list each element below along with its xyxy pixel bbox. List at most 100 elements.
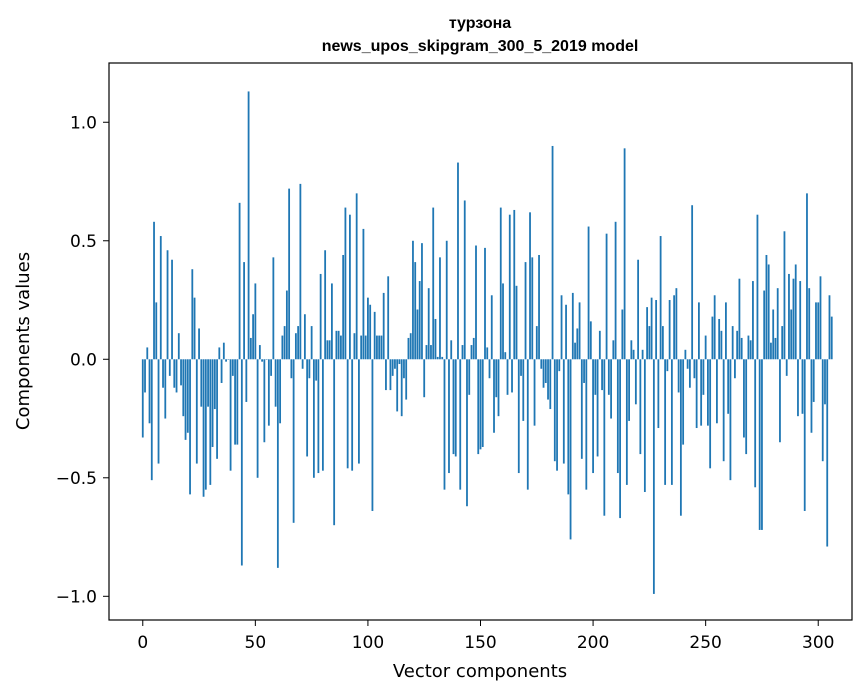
bar [389, 359, 392, 391]
bar [794, 264, 797, 360]
bar [815, 302, 817, 360]
bar [592, 359, 594, 474]
x-tick-label: 200 [577, 633, 609, 653]
bar [180, 359, 182, 386]
bar [315, 359, 318, 381]
bar [195, 359, 198, 464]
bar [328, 340, 331, 360]
bar [727, 359, 730, 414]
bar [679, 359, 682, 516]
bar [198, 328, 200, 360]
bar [515, 285, 518, 360]
plot-area-frame [108, 62, 853, 621]
bar [369, 304, 372, 360]
y-tick-label: −1.0 [56, 587, 97, 607]
bar [641, 349, 644, 360]
bar [387, 276, 390, 360]
bar [430, 345, 432, 360]
bar [785, 359, 788, 376]
bar [729, 359, 732, 481]
bar [675, 288, 678, 360]
bar [677, 359, 680, 393]
bar [342, 254, 345, 360]
bar [758, 359, 761, 530]
x-tick-label: 0 [137, 633, 148, 653]
bar [700, 359, 703, 426]
bar [806, 193, 808, 360]
bar [319, 273, 322, 360]
bar [553, 359, 556, 462]
bar [695, 359, 698, 429]
bar [542, 359, 545, 388]
bar [344, 207, 347, 360]
bar [569, 359, 572, 540]
bar [513, 209, 516, 360]
bar [792, 278, 795, 360]
bar [256, 359, 259, 478]
bar [303, 314, 306, 360]
bar [682, 359, 685, 445]
bar [666, 359, 669, 372]
bar [493, 359, 495, 433]
bar [391, 359, 394, 376]
bar [407, 337, 410, 360]
bar [240, 359, 243, 566]
bar [207, 359, 209, 407]
bar [488, 359, 491, 379]
bar [227, 359, 230, 360]
bar [603, 359, 606, 516]
bar [200, 359, 203, 407]
bar [571, 292, 574, 360]
bar [454, 359, 457, 457]
bar [324, 250, 327, 360]
bar [378, 335, 381, 360]
bar [380, 335, 383, 360]
bar [583, 359, 585, 383]
bar [220, 359, 223, 383]
bar [177, 333, 180, 360]
bar [817, 302, 820, 360]
x-tick-label: 100 [352, 633, 384, 653]
x-tick-label: 250 [689, 633, 721, 653]
bar [725, 302, 727, 360]
bar [752, 281, 754, 360]
bar [661, 326, 664, 360]
bar [686, 359, 689, 369]
bar [738, 278, 741, 360]
bar [486, 347, 489, 360]
bar [335, 330, 338, 360]
bar [632, 349, 635, 360]
bar [141, 359, 144, 438]
bar [466, 359, 468, 507]
bar [382, 292, 385, 360]
bar [403, 359, 405, 379]
bar [144, 359, 146, 393]
bar [297, 326, 300, 360]
bar [659, 236, 662, 360]
x-tick-label: 300 [802, 633, 834, 653]
bar [544, 359, 547, 383]
bar [713, 295, 716, 360]
bar [409, 333, 412, 360]
bar [292, 359, 295, 523]
bar [504, 352, 507, 360]
bar [781, 326, 784, 360]
bar [749, 340, 752, 360]
bar [824, 359, 826, 405]
bar [189, 359, 191, 495]
bar [182, 359, 185, 417]
bar [294, 333, 297, 360]
bar [499, 207, 502, 360]
bar [351, 359, 354, 471]
bar [481, 359, 484, 447]
bar [740, 337, 743, 360]
bar [652, 359, 655, 594]
bar [808, 288, 811, 360]
bar [450, 340, 453, 360]
bar [340, 335, 342, 360]
bar [484, 247, 486, 360]
bar [367, 297, 369, 360]
bar [423, 359, 426, 398]
bar [702, 359, 705, 395]
bar [468, 359, 471, 395]
